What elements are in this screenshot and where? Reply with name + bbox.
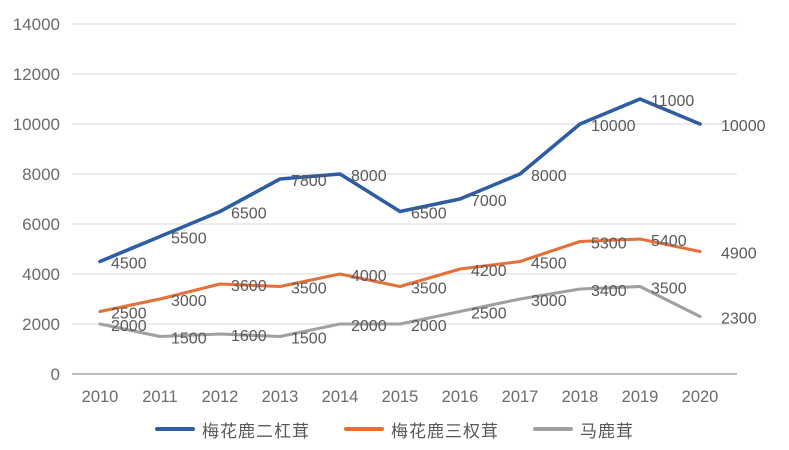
data-label: 2500 xyxy=(471,306,507,323)
data-label: 3500 xyxy=(411,281,447,298)
x-tick-label: 2013 xyxy=(262,388,299,406)
data-label: 5400 xyxy=(651,233,687,250)
data-label: 3000 xyxy=(171,293,207,310)
data-label: 4200 xyxy=(471,263,507,280)
data-label: 2000 xyxy=(111,318,147,335)
y-tick-label: 4000 xyxy=(22,265,60,284)
y-tick-label: 8000 xyxy=(22,165,60,184)
data-label: 6500 xyxy=(231,206,267,223)
x-tick-label: 2019 xyxy=(622,388,659,406)
legend-label: 马鹿茸 xyxy=(580,421,634,441)
data-label: 5500 xyxy=(171,231,207,248)
series-line-2 xyxy=(98,237,702,314)
x-tick-label: 2016 xyxy=(442,388,479,406)
data-label: 3400 xyxy=(591,283,627,300)
chart-legend: 梅花鹿二杠茸 梅花鹿三权茸 马鹿茸 xyxy=(0,412,789,446)
y-tick-label: 6000 xyxy=(22,215,60,234)
legend-label: 梅花鹿二杠茸 xyxy=(202,421,310,441)
data-label: 8000 xyxy=(351,168,387,185)
data-label: 2500 xyxy=(111,306,147,323)
legend-item-2: 梅花鹿三权茸 xyxy=(344,417,499,442)
data-label: 4900 xyxy=(721,246,757,263)
x-tick-label: 2015 xyxy=(382,388,419,406)
x-tick-label: 2017 xyxy=(502,388,539,406)
legend-line-swatch-icon xyxy=(533,427,573,431)
data-label: 2000 xyxy=(411,318,447,335)
data-label: 4000 xyxy=(351,268,387,285)
data-label: 1600 xyxy=(231,328,267,345)
data-label: 2000 xyxy=(351,318,387,335)
x-tick-label: 2010 xyxy=(82,388,119,406)
legend-item-1: 梅花鹿二杠茸 xyxy=(155,417,310,442)
data-label: 1500 xyxy=(291,331,327,348)
data-label: 11000 xyxy=(651,93,694,110)
data-label: 3500 xyxy=(651,281,687,298)
data-label: 1500 xyxy=(171,331,207,348)
legend-label: 梅花鹿三权茸 xyxy=(391,421,499,441)
data-label: 3500 xyxy=(291,281,327,298)
data-label: 3000 xyxy=(531,293,567,310)
data-label: 10000 xyxy=(721,118,766,135)
y-tick-label: 0 xyxy=(51,365,60,384)
data-label: 2300 xyxy=(721,311,757,328)
legend-line-swatch-icon xyxy=(344,427,384,431)
y-tick-label: 14000 xyxy=(13,15,60,34)
y-tick-label: 12000 xyxy=(13,65,60,84)
x-tick-label: 2012 xyxy=(202,388,239,406)
line-chart: 0 2000 4000 6000 8000 10000 12000 14000 2010 2011… xyxy=(13,15,766,406)
data-label: 8000 xyxy=(531,168,567,185)
x-tick-label: 2014 xyxy=(322,388,359,406)
data-label: 7800 xyxy=(291,173,327,190)
data-label: 4500 xyxy=(531,256,567,273)
x-tick-label: 2011 xyxy=(142,388,177,406)
legend-line-swatch-icon xyxy=(155,427,195,431)
x-tick-label: 2018 xyxy=(562,388,599,406)
data-label: 5300 xyxy=(591,236,627,253)
data-label: 7000 xyxy=(471,193,507,210)
data-label: 4500 xyxy=(111,256,147,273)
x-tick-label: 2020 xyxy=(682,388,719,406)
series-line-1 xyxy=(98,97,702,264)
legend-item-3: 马鹿茸 xyxy=(533,417,634,442)
data-label: 3600 xyxy=(231,278,267,295)
data-label: 6500 xyxy=(411,206,447,223)
y-tick-label: 10000 xyxy=(13,115,60,134)
series-line-3 xyxy=(98,284,702,339)
y-tick-label: 2000 xyxy=(22,315,60,334)
data-label: 10000 xyxy=(591,118,636,135)
